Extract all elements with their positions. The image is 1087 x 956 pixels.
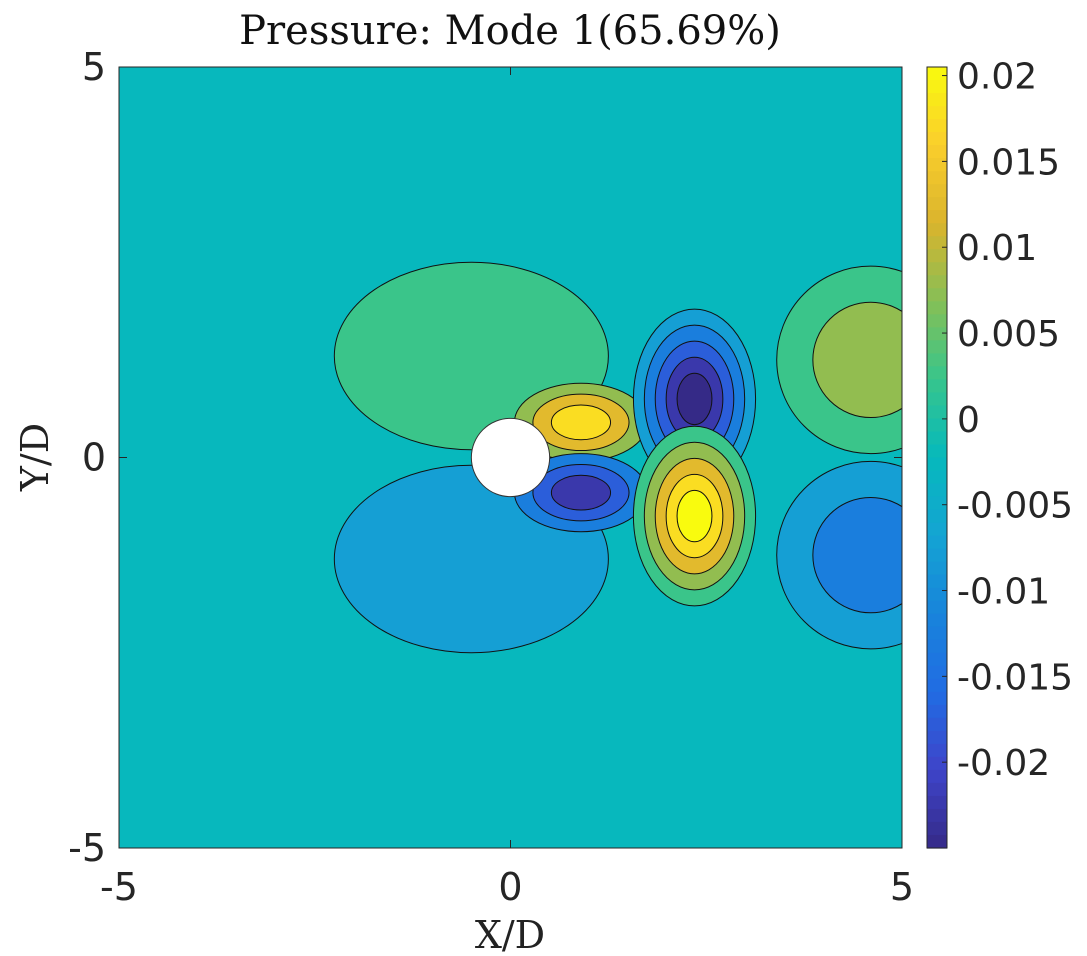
colorbar-band	[927, 67, 947, 81]
colorbar-band	[927, 80, 947, 94]
colorbar-band	[927, 275, 947, 289]
colorbar-band	[927, 223, 947, 237]
colorbar-band	[927, 366, 947, 380]
colorbar-band	[927, 626, 947, 641]
colorbar-band	[927, 470, 947, 485]
cylinder-body	[470, 417, 551, 498]
colorbar-band	[927, 158, 947, 172]
colorbar-band	[927, 132, 947, 146]
colorbar-band	[927, 353, 947, 367]
upper-vortex-negative-level-5	[676, 372, 713, 426]
colorbar-band	[927, 782, 947, 797]
colorbar-band	[927, 587, 947, 602]
colorbar-band	[927, 717, 947, 732]
colorbar-band	[927, 613, 947, 628]
lower-vortex-positive-level-5	[676, 489, 713, 543]
colorbar-band	[927, 288, 947, 302]
colorbar-band	[927, 236, 947, 250]
colorbar-tick-label: -0.01	[957, 572, 1050, 613]
colorbar-tick-label: -0.005	[957, 486, 1073, 527]
colorbar-band	[927, 106, 947, 120]
colorbar-band	[927, 249, 947, 263]
colorbar-band	[927, 496, 947, 511]
colorbar-band	[927, 93, 947, 107]
colorbar-tick-label: 0	[957, 400, 980, 441]
contour-field	[333, 261, 902, 654]
colorbar-band	[927, 821, 947, 836]
colorbar-band	[927, 431, 947, 446]
colorbar-band	[927, 535, 947, 550]
colorbar-band	[927, 262, 947, 276]
lower-far-negative-level-2	[812, 496, 902, 614]
colorbar-band	[927, 756, 947, 771]
colorbar-band	[927, 522, 947, 537]
colorbar-band	[927, 418, 947, 433]
y-tick-label: 0	[82, 436, 106, 480]
upper-inner-positive-level-3	[550, 404, 612, 441]
colorbar-band	[927, 769, 947, 784]
colorbar-band	[927, 639, 947, 654]
y-axis-label: Y/D	[13, 423, 57, 492]
colorbar-band	[927, 795, 947, 810]
colorbar-frame	[926, 66, 948, 849]
y-tick-label: 5	[82, 45, 106, 89]
colorbar-tick-label: 0.005	[957, 314, 1060, 355]
colorbar-band	[927, 405, 947, 420]
colorbar-band	[927, 483, 947, 498]
colorbar-band	[927, 509, 947, 524]
colorbar-band	[927, 561, 947, 576]
colorbar-band	[927, 171, 947, 185]
x-tick-label: 5	[890, 865, 914, 909]
colorbar-tick-label: 0.02	[957, 57, 1037, 98]
x-axis: -5 0 5	[100, 67, 914, 909]
colorbar-band	[927, 301, 947, 315]
colorbar-tick-label: 0.015	[957, 142, 1060, 183]
colorbar-band	[927, 808, 947, 823]
colorbar-band	[927, 652, 947, 667]
colorbar-band	[927, 314, 947, 328]
colorbar-band	[927, 730, 947, 745]
colorbar-band	[927, 743, 947, 758]
x-axis-label: X/D	[475, 913, 545, 956]
colorbar-band	[927, 834, 947, 849]
colorbar-band	[927, 600, 947, 615]
colorbar-tick-label: 0.01	[957, 228, 1037, 269]
colorbar-band	[927, 392, 947, 407]
colorbar-band	[927, 665, 947, 680]
colorbar-band	[927, 678, 947, 693]
chart-title: Pressure: Mode 1(65.69%)	[239, 8, 781, 54]
colorbar-band	[927, 691, 947, 706]
colorbar-tick-label: -0.015	[957, 657, 1073, 698]
x-tick-label: -5	[100, 865, 138, 909]
colorbar-band	[927, 197, 947, 211]
colorbar-band	[927, 210, 947, 224]
upper-far-positive-level-2	[812, 301, 902, 419]
colorbar-band	[927, 184, 947, 198]
colorbar-band	[927, 119, 947, 133]
colorbar-band	[927, 548, 947, 563]
colorbar: 0.02 0.015 0.01 0.005 0 -0.005 -0.01 -0.015 -0.0…	[926, 57, 1073, 849]
y-tick-label: -5	[68, 826, 106, 870]
colorbar-band	[927, 327, 947, 341]
x-tick-label: 0	[498, 865, 522, 909]
colorbar-tick-label: -0.02	[957, 743, 1050, 784]
colorbar-band	[927, 457, 947, 472]
colorbar-band	[927, 574, 947, 589]
y-axis: 5 0 -5	[68, 45, 902, 870]
colorbar-band	[927, 379, 947, 394]
colorbar-band	[927, 340, 947, 354]
colorbar-band	[927, 704, 947, 719]
lower-inner-negative-level-3	[550, 474, 612, 511]
colorbar-band	[927, 444, 947, 459]
colorbar-band	[927, 145, 947, 159]
